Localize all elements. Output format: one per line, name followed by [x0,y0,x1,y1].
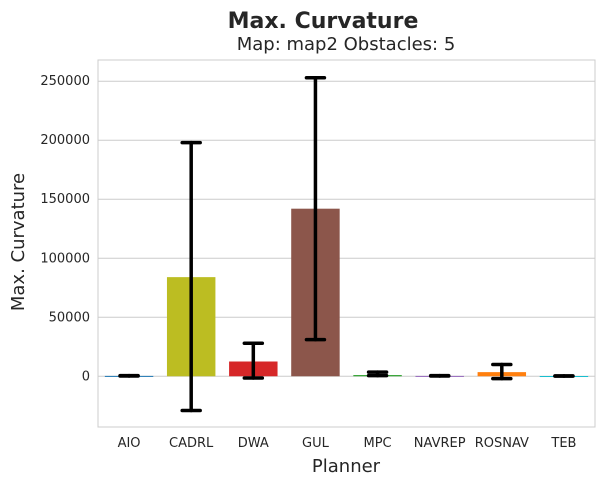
y-tick-label: 150000 [40,192,90,207]
x-tick-labels: AIO CADRL DWA GUL MPC NAVREP ROSNAV TEB [118,436,577,451]
chart-subtitle: Map: map2 Obstacles: 5 [237,34,456,55]
x-tick-label: ROSNAV [475,436,529,451]
y-tick-label: 250000 [40,74,90,89]
x-tick-label: AIO [118,436,141,451]
y-tick-labels: 0 50000 100000 150000 200000 250000 [40,74,90,384]
x-axis-label: Planner [312,456,381,477]
chart-title: Max. Curvature [228,9,419,34]
y-tick-label: 0 [82,369,90,384]
x-tick-label: GUL [302,436,330,451]
y-tick-label: 200000 [40,133,90,148]
x-tick-label: TEB [550,436,576,451]
y-tick-label: 100000 [40,251,90,266]
error-bars [118,75,575,413]
y-axis-label: Max. Curvature [8,173,29,311]
bars [104,208,589,378]
x-tick-label: DWA [238,436,269,451]
x-tick-label: MPC [363,436,391,451]
plot-frame [97,59,596,428]
x-tick-label: NAVREP [414,436,466,451]
y-tick-label: 50000 [49,310,90,325]
x-tick-label: CADRL [169,436,214,451]
